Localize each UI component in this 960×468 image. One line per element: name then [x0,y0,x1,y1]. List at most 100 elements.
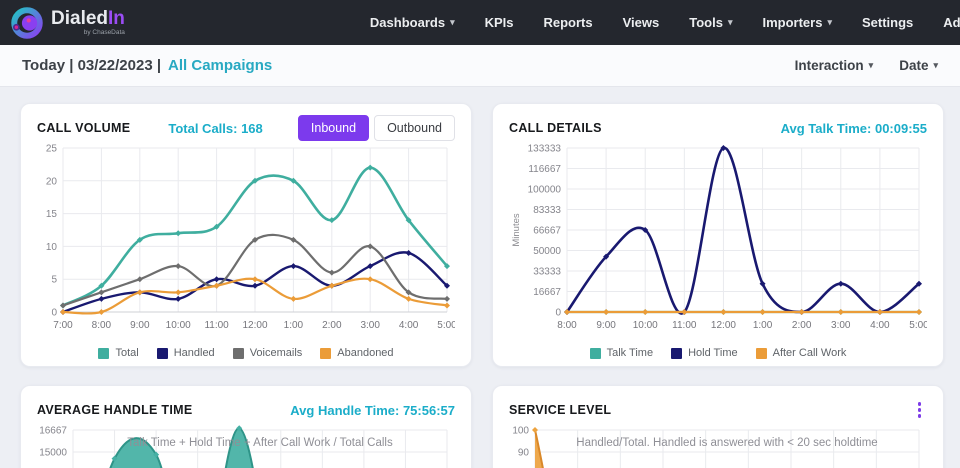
svg-text:100000: 100000 [528,184,562,195]
avg-handle-time-header: AVERAGE HANDLE TIME Avg Handle Time: 75:… [37,398,455,422]
legend-swatch [98,347,110,359]
svg-text:5:00: 5:00 [909,320,927,331]
nav-item-reports[interactable]: Reports [543,15,593,30]
svg-text:90: 90 [518,448,530,459]
card-service-level: SERVICE LEVEL 8:009:0010:0011:0012:001:0… [492,385,944,468]
svg-text:12:00: 12:00 [711,320,736,331]
call-details-header: CALL DETAILS Avg Talk Time: 00:09:55 [509,116,927,140]
nav-menu: Dashboards ▾ KPIs Reports Views Tools ▾ Im… [370,15,960,30]
kebab-menu-icon[interactable] [912,399,928,421]
svg-text:12:00: 12:00 [242,320,267,331]
svg-text:15: 15 [46,209,58,220]
card-average-handle-time: AVERAGE HANDLE TIME Avg Handle Time: 75:… [20,385,472,468]
legend-swatch [232,347,244,359]
interaction-filter[interactable]: Interaction ▾ [794,58,874,73]
headset-logo-icon [11,6,43,39]
chevron-down-icon: ▾ [727,17,733,27]
svg-text:83333: 83333 [533,205,561,216]
brand-logo[interactable]: DialedIn by ChaseData [10,6,125,40]
svg-text:116667: 116667 [528,164,561,175]
svg-text:16667: 16667 [39,426,67,437]
brand-tagline: by ChaseData [83,28,125,36]
svg-text:10:00: 10:00 [166,320,191,331]
top-navbar: DialedIn by ChaseData Dashboards ▾ KPIs R… [0,0,960,45]
call-details-legend: Talk Time Hold Time After Call Work [509,343,927,363]
svg-text:5: 5 [51,275,57,286]
legend-item-total[interactable]: Total [98,347,139,359]
outbound-toggle-button[interactable]: Outbound [374,115,455,141]
chevron-down-icon: ▾ [868,60,874,70]
svg-text:8:00: 8:00 [557,320,577,331]
service-level-header: SERVICE LEVEL [509,398,927,422]
svg-text:2:00: 2:00 [792,320,812,331]
card-title: SERVICE LEVEL [509,403,612,417]
svg-text:Talk Time + Hold Time + After: Talk Time + Hold Time + After Call Work … [127,437,393,449]
svg-text:0: 0 [555,308,561,319]
date-filter[interactable]: Date ▾ [899,58,938,73]
nav-item-views[interactable]: Views [622,15,660,30]
call-volume-chart: 7:00 8:00 9:00 10:00 11:00 12:00 1:00 2:00 3:00 4… [37,142,457,343]
nav-item-admin[interactable]: Admin▾ [943,15,960,30]
svg-text:9:00: 9:00 [596,320,616,331]
nav-item-tools[interactable]: Tools ▾ [689,15,733,30]
svg-text:4:00: 4:00 [399,320,419,331]
svg-text:Handled/Total. Handled is answ: Handled/Total. Handled is answered with … [576,437,877,449]
svg-text:Minutes: Minutes [511,213,522,247]
call-details-chart: 8:00 9:00 10:00 11:00 12:00 1:00 2:00 3:00 4:00 5… [509,142,929,343]
legend-item-voicemails[interactable]: Voicemails [232,347,302,359]
legend-swatch [156,347,168,359]
chevron-down-icon: ▾ [450,17,455,27]
svg-text:0: 0 [51,308,57,319]
svg-text:11:00: 11:00 [204,320,229,331]
campaign-selector[interactable]: All Campaigns [168,57,273,74]
legend-item-abandoned[interactable]: Abandoned [320,347,394,359]
svg-text:50000: 50000 [533,246,561,257]
svg-text:10:00: 10:00 [633,320,658,331]
avg-handle-time-stat: Avg Handle Time: 75:56:57 [290,402,455,418]
chevron-down-icon: ▾ [827,17,832,27]
card-title: AVERAGE HANDLE TIME [37,403,193,417]
svg-text:100: 100 [512,426,529,437]
legend-item-talk-time[interactable]: Talk Time [589,347,653,359]
call-volume-legend: Total Handled Voicemails Abandoned [37,343,455,363]
service-level-chart: 8:009:0010:0011:0012:001:002:003:004:005… [509,424,927,468]
sub-header: Today | 03/22/2023 | All Campaigns Inter… [0,45,960,87]
card-title: CALL VOLUME [37,121,131,135]
legend-item-after-call-work[interactable]: After Call Work [755,347,846,359]
svg-text:33333: 33333 [533,267,561,278]
svg-text:7:00: 7:00 [53,320,73,331]
svg-text:25: 25 [46,144,58,155]
direction-toggle: Inbound Outbound [297,115,455,141]
svg-text:3:00: 3:00 [831,320,851,331]
nav-item-kpis[interactable]: KPIs [484,15,514,30]
svg-text:2:00: 2:00 [322,320,342,331]
inbound-toggle-button[interactable]: Inbound [297,115,370,141]
chevron-down-icon: ▾ [933,60,938,70]
svg-text:66667: 66667 [533,225,561,236]
brand-name: DialedIn by ChaseData [51,9,125,37]
legend-item-hold-time[interactable]: Hold Time [671,347,738,359]
svg-text:1:00: 1:00 [753,320,773,331]
brand-name-primary: Dialed [51,7,109,29]
svg-text:16667: 16667 [533,287,561,298]
legend-swatch [589,347,601,359]
total-calls-stat: Total Calls: 168 [168,120,263,136]
svg-text:9:00: 9:00 [130,320,150,331]
svg-text:15000: 15000 [39,448,67,459]
svg-text:5:00: 5:00 [437,320,455,331]
nav-item-importers[interactable]: Importers ▾ [762,15,832,30]
nav-item-settings[interactable]: Settings [861,15,914,30]
svg-text:11:00: 11:00 [672,320,697,331]
legend-item-handled[interactable]: Handled [156,347,215,359]
brand-name-secondary: In [108,7,125,29]
nav-item-dashboards[interactable]: Dashboards ▾ [369,15,455,30]
legend-swatch [320,347,332,359]
card-title: CALL DETAILS [509,121,602,135]
svg-text:4:00: 4:00 [870,320,890,331]
dashboard-grid: CALL VOLUME Total Calls: 168 Inbound Out… [0,87,960,468]
svg-text:10: 10 [46,242,58,253]
svg-text:1:00: 1:00 [284,320,304,331]
filter-bar: Interaction ▾ Date ▾ [795,58,938,73]
card-call-volume: CALL VOLUME Total Calls: 168 Inbound Out… [20,103,472,367]
svg-text:133333: 133333 [528,144,562,155]
